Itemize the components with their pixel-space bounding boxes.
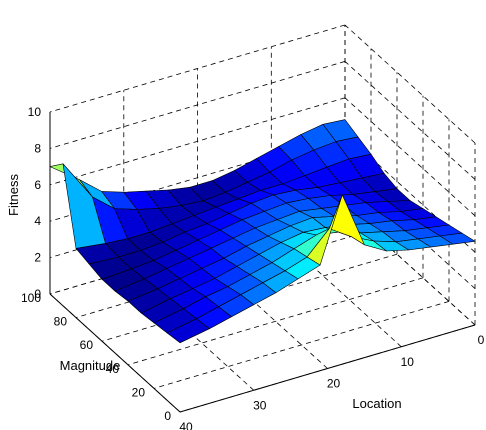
- x-tick-label: 0: [478, 333, 485, 347]
- y-axis-label: Magnitude: [60, 358, 121, 373]
- x-axis-line: [179, 324, 476, 413]
- grid-line: [49, 24, 346, 113]
- y-tick-label: 20: [132, 385, 146, 399]
- z-tick-label: 10: [28, 105, 42, 119]
- x-axis-label: Location: [352, 396, 401, 411]
- grid-line: [153, 301, 450, 389]
- y-tick-label: 40: [106, 362, 120, 376]
- grid-line: [344, 24, 476, 144]
- grid-line: [344, 97, 476, 217]
- x-tick-label: 30: [253, 398, 267, 412]
- y-tick-label: 60: [80, 338, 94, 352]
- surface-layer: [49, 119, 476, 344]
- z-axis-label: Fitness: [6, 174, 21, 216]
- grid-line: [344, 61, 476, 180]
- surface-patch: [166, 318, 210, 344]
- z-tick-label: 2: [34, 251, 41, 265]
- z-tick-label: 0: [34, 287, 41, 301]
- y-tick-label: 0: [164, 409, 171, 423]
- grid-line: [49, 61, 346, 149]
- z-tick-label: 4: [34, 214, 41, 228]
- x-tick-label: 20: [327, 377, 341, 391]
- y-tick-label: 100: [21, 291, 41, 305]
- y-tick-label: 80: [54, 315, 68, 329]
- z-tick-label: 6: [34, 178, 41, 192]
- grid-line: [49, 97, 346, 186]
- z-tick-label: 8: [34, 141, 41, 155]
- axes-layer: [49, 112, 476, 413]
- x-tick-label: 10: [401, 355, 415, 369]
- grid-line: [127, 277, 424, 366]
- y-axis-line: [49, 293, 181, 413]
- x-tick-label: 40: [179, 420, 193, 430]
